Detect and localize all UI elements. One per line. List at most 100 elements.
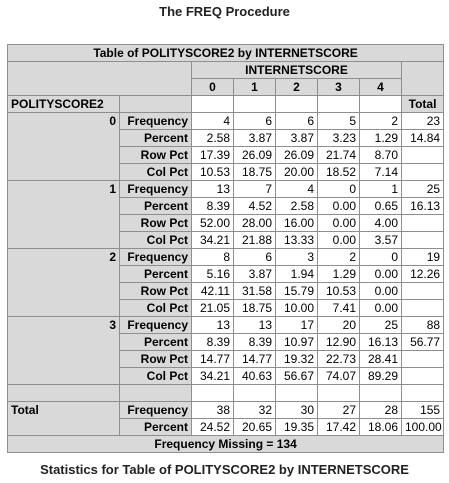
total-data-cell: 20.65: [233, 418, 276, 436]
data-cell: 3: [275, 248, 318, 266]
data-cell: 22.73: [317, 350, 360, 368]
blank-cell: [400, 367, 445, 385]
data-cell: 1.94: [275, 265, 318, 283]
data-cell: 2.58: [191, 129, 234, 147]
data-cell: 34.21: [191, 367, 234, 385]
data-cell: 1: [359, 180, 402, 198]
data-cell: 0.00: [359, 299, 402, 317]
row-total-cell: 23: [400, 112, 445, 130]
blank-cell: [400, 146, 445, 164]
stat-label: Frequency: [119, 112, 192, 130]
data-cell: 56.67: [275, 367, 318, 385]
data-cell: 21.88: [233, 231, 276, 249]
row-total-cell: 12.26: [400, 265, 445, 283]
data-cell: 17: [275, 316, 318, 334]
data-cell: 3.23: [317, 129, 360, 147]
table-row: Col Pct 34.21 21.88 13.33 0.00 3.57: [8, 231, 445, 249]
total-column-header: Total: [400, 95, 445, 113]
total-data-cell: 19.35: [275, 418, 318, 436]
blank-cell: [400, 282, 445, 300]
column-value-header: 1: [233, 78, 276, 96]
data-cell: 28.00: [233, 214, 276, 232]
row-total-cell: 19: [400, 248, 445, 266]
total-data-cell: 24.52: [191, 418, 234, 436]
separator-stat: [119, 384, 192, 402]
data-cell: 3.87: [275, 129, 318, 147]
table-row: Percent 8.39 4.52 2.58 0.00 0.65 16.13: [8, 197, 445, 215]
total-row-header: Total: [7, 401, 120, 436]
table-caption: Table of POLITYSCORE2 by INTERNETSCORE: [6, 44, 445, 62]
grand-total-cell: 155: [400, 401, 445, 419]
data-cell: 8.39: [191, 333, 234, 351]
data-cell: 40.63: [233, 367, 276, 385]
table-row: 1 Frequency 13 7 4 0 1 25: [7, 180, 445, 249]
data-cell: 13: [191, 316, 234, 334]
data-cell: 3.87: [233, 265, 276, 283]
stat-label: Percent: [119, 129, 192, 147]
data-cell: 8.70: [359, 146, 402, 164]
table-row: 3 Frequency 13 13 17 20 25 88: [7, 316, 445, 385]
data-cell: 10.53: [317, 282, 360, 300]
total-data-cell: 27: [317, 401, 360, 419]
blank-cell: [359, 384, 402, 402]
table-row: Col Pct 10.53 18.75 20.00 18.52 7.14: [8, 163, 445, 181]
data-cell: 0.00: [317, 197, 360, 215]
total-data-cell: 32: [233, 401, 276, 419]
stat-label: Row Pct: [119, 282, 192, 300]
blank-cell: [191, 95, 234, 113]
data-cell: 0: [359, 248, 402, 266]
data-cell: 4.00: [359, 214, 402, 232]
column-variable-row: INTERNETSCORE: [7, 61, 445, 96]
data-cell: 3.57: [359, 231, 402, 249]
column-value-header: 0: [191, 78, 234, 96]
data-cell: 28.41: [359, 350, 402, 368]
stat-label: Frequency: [119, 316, 192, 334]
total-column-header-upper: [400, 61, 445, 96]
separator-row: [7, 384, 445, 402]
data-cell: 3.87: [233, 129, 276, 147]
data-cell: 2: [359, 112, 402, 130]
blank-cell: [400, 163, 445, 181]
column-variable-label: INTERNETSCORE: [191, 61, 402, 79]
blank-cell: [400, 231, 445, 249]
row-total-cell: 88: [400, 316, 445, 334]
data-cell: 4: [275, 180, 318, 198]
crosstab-table: Table of POLITYSCORE2 by INTERNETSCORE IN…: [6, 44, 445, 453]
stat-label: Percent: [119, 265, 192, 283]
stat-header-blank: [119, 95, 192, 113]
data-cell: 8.39: [233, 333, 276, 351]
stat-label: Row Pct: [119, 146, 192, 164]
data-cell: 0: [317, 180, 360, 198]
footer-row: Frequency Missing = 134: [6, 435, 445, 453]
stat-label: Percent: [119, 197, 192, 215]
data-cell: 10.97: [275, 333, 318, 351]
table-row: 0 Frequency 4 6 6 5 2 23: [7, 112, 445, 181]
data-cell: 7.41: [317, 299, 360, 317]
data-cell: 5.16: [191, 265, 234, 283]
table-row: Row Pct 14.77 14.77 19.32 22.73 28.41: [8, 350, 445, 368]
column-value-header: 4: [359, 78, 402, 96]
data-cell: 14.77: [191, 350, 234, 368]
data-cell: 31.58: [233, 282, 276, 300]
data-cell: 2.58: [275, 197, 318, 215]
data-cell: 10.53: [191, 163, 234, 181]
blank-cell: [400, 299, 445, 317]
row-value-header: 2: [7, 248, 120, 317]
data-cell: 14.77: [233, 350, 276, 368]
total-data-cell: 28: [359, 401, 402, 419]
stat-label: Percent: [119, 333, 192, 351]
data-cell: 6: [233, 248, 276, 266]
total-data-cell: 30: [275, 401, 318, 419]
stat-label: Col Pct: [119, 299, 192, 317]
row-total-cell: 14.84: [400, 129, 445, 147]
blank-cell: [400, 350, 445, 368]
data-cell: 25: [359, 316, 402, 334]
data-cell: 26.09: [233, 146, 276, 164]
blank-cell: [317, 384, 360, 402]
data-cell: 0.65: [359, 197, 402, 215]
data-cell: 10.00: [275, 299, 318, 317]
blank-cell: [359, 95, 402, 113]
data-cell: 15.79: [275, 282, 318, 300]
data-cell: 26.09: [275, 146, 318, 164]
stat-label: Frequency: [119, 180, 192, 198]
